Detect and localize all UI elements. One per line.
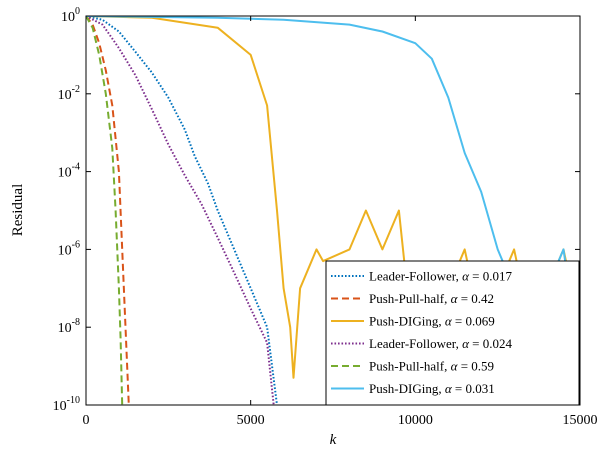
legend-alpha-value: 0.024	[483, 336, 513, 351]
y-tick-base: 10	[53, 399, 67, 414]
x-tick-label: 5000	[237, 413, 265, 428]
y-tick-label: 100	[61, 6, 80, 25]
legend-series-name: Leader-Follower	[369, 336, 457, 351]
y-tick-exponent: -6	[72, 239, 80, 250]
y-tick-base: 10	[58, 243, 72, 258]
y-tick-exponent: -10	[67, 395, 80, 406]
x-tick-label: 15000	[563, 413, 598, 428]
legend-entry-3: Push-DIGing, α = 0.069	[369, 314, 495, 329]
legend-entry-6: Push-DIGing, α = 0.031	[369, 381, 495, 396]
legend-alpha-symbol: α	[451, 359, 459, 374]
y-tick-base: 10	[61, 10, 75, 25]
legend-alpha-symbol: α	[445, 314, 453, 329]
y-tick-exponent: -2	[72, 84, 80, 95]
legend-alpha-value: 0.069	[466, 314, 495, 329]
legend-equals: =	[457, 291, 471, 306]
y-tick-label: 10-10	[53, 395, 80, 414]
y-tick-label: 10-8	[58, 317, 80, 336]
legend-alpha-symbol: α	[462, 269, 470, 284]
y-tick-base: 10	[58, 321, 72, 336]
y-tick-base: 10	[58, 88, 72, 103]
legend-separator: ,	[438, 381, 445, 396]
legend-series-name: Push-DIGing	[369, 314, 439, 329]
legend-entry-1: Leader-Follower, α = 0.017	[369, 269, 513, 284]
legend-alpha-symbol: α	[462, 336, 470, 351]
y-tick-exponent: -8	[72, 317, 80, 328]
legend-equals: =	[469, 269, 483, 284]
legend-alpha-symbol: α	[451, 291, 459, 306]
legend-separator: ,	[456, 269, 463, 284]
legend-alpha-value: 0.017	[483, 269, 513, 284]
legend-entry-5: Push-Pull-half, α = 0.59	[369, 359, 494, 374]
legend-alpha-value: 0.59	[471, 359, 494, 374]
x-tick-label: 10000	[398, 413, 433, 428]
legend-entry-4: Leader-Follower, α = 0.024	[369, 336, 513, 351]
series-line-2	[86, 16, 130, 405]
legend-series-name: Push-Pull-half	[369, 359, 445, 374]
legend-alpha-value: 0.42	[471, 291, 494, 306]
y-tick-exponent: 0	[75, 6, 80, 17]
legend-equals: =	[469, 336, 483, 351]
legend-equals: =	[457, 359, 471, 374]
series-line-5	[86, 16, 124, 405]
legend-series-name: Push-DIGing	[369, 381, 439, 396]
legend-entry-2: Push-Pull-half, α = 0.42	[369, 291, 494, 306]
y-tick-exponent: -4	[72, 162, 80, 173]
legend-series-name: Leader-Follower	[369, 269, 457, 284]
legend-alpha-value: 0.031	[466, 381, 495, 396]
legend-alpha-symbol: α	[445, 381, 453, 396]
legend-separator: ,	[444, 291, 451, 306]
y-tick-base: 10	[58, 166, 72, 181]
legend-separator: ,	[438, 314, 445, 329]
x-axis-label: k	[330, 432, 337, 448]
legend-separator: ,	[444, 359, 451, 374]
legend-separator: ,	[456, 336, 463, 351]
legend: Leader-Follower, α = 0.017 Push-Pull-half…	[325, 260, 580, 406]
y-tick-label: 10-2	[58, 84, 80, 103]
y-axis-label: Residual	[10, 184, 26, 237]
x-tick-label: 0	[83, 413, 90, 428]
legend-box	[325, 260, 580, 406]
legend-series-name: Push-Pull-half	[369, 291, 445, 306]
legend-equals: =	[452, 314, 466, 329]
y-tick-label: 10-4	[58, 162, 80, 181]
legend-equals: =	[452, 381, 466, 396]
y-tick-label: 10-6	[58, 239, 80, 258]
